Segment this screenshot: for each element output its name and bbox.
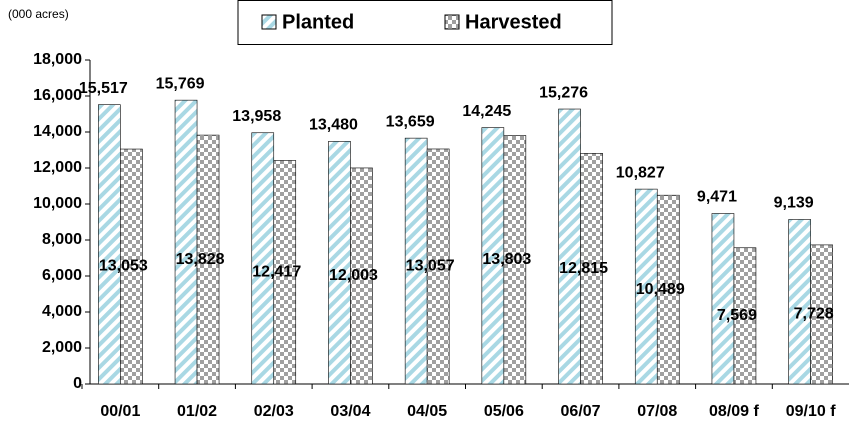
legend-swatch [261,14,277,30]
data-label: 13,480 [309,117,358,134]
data-label: 10,489 [636,281,685,298]
bar [120,148,143,385]
legend-label: Planted [282,11,354,33]
bar [503,135,527,385]
data-label: 12,815 [559,260,608,277]
data-label: 15,276 [539,84,588,101]
y-tick-label: 12,000 [33,159,82,176]
y-tick-label: 2,000 [42,339,82,356]
data-label: 9,139 [774,195,814,212]
bar [580,153,603,385]
bar [350,167,373,385]
x-tick-label: 09/10 f [786,403,836,420]
bar [328,141,351,385]
bar [656,194,680,385]
x-tick-label: 03/04 [330,403,370,420]
y-tick-label: 14,000 [33,123,82,140]
data-label: 7,728 [794,306,834,323]
x-tick-label: 08/09 f [709,403,759,420]
data-label: 14,245 [462,103,511,120]
bar [251,132,275,385]
bar [196,134,220,385]
data-label: 7,569 [717,307,757,324]
y-tick-label: 16,000 [33,87,82,104]
data-label: 15,769 [156,75,205,92]
data-label: 10,827 [616,164,665,181]
data-label: 12,003 [329,267,378,284]
data-label: 13,958 [232,108,281,125]
data-label: 13,828 [176,251,225,268]
legend-label: Harvested [465,11,562,33]
bar [98,104,121,385]
x-tick-label: 07/08 [637,403,677,420]
x-tick-label: 06/07 [561,403,601,420]
x-tick-label: 00/01 [100,403,140,420]
data-label: 15,517 [79,80,128,97]
data-label: 13,053 [99,258,148,275]
bar [558,108,581,385]
bar [733,247,757,385]
y-tick-label: 8,000 [42,231,82,248]
data-label: 9,471 [697,189,737,206]
x-tick-label: 04/05 [407,403,447,420]
bar [810,244,833,385]
x-tick-label: 01/02 [177,403,217,420]
y-tick-label: 0 [73,375,82,392]
bar [426,148,450,385]
y-tick-label: 6,000 [42,267,82,284]
bar [711,213,735,385]
data-label: 13,659 [386,113,435,130]
y-tick-label: 18,000 [33,51,82,68]
y-tick-label: 4,000 [42,303,82,320]
legend-box [237,0,613,45]
x-tick-label: 02/03 [254,403,294,420]
data-label: 12,417 [252,263,301,280]
bar [174,99,198,385]
unit-label: (000 acres) [8,7,69,21]
x-tick-label: 05/06 [484,403,524,420]
bar [273,160,297,385]
y-tick-label: 10,000 [33,195,82,212]
data-label: 13,803 [482,251,531,268]
legend-swatch [444,14,460,30]
bar [788,219,811,385]
data-label: 13,057 [406,258,455,275]
